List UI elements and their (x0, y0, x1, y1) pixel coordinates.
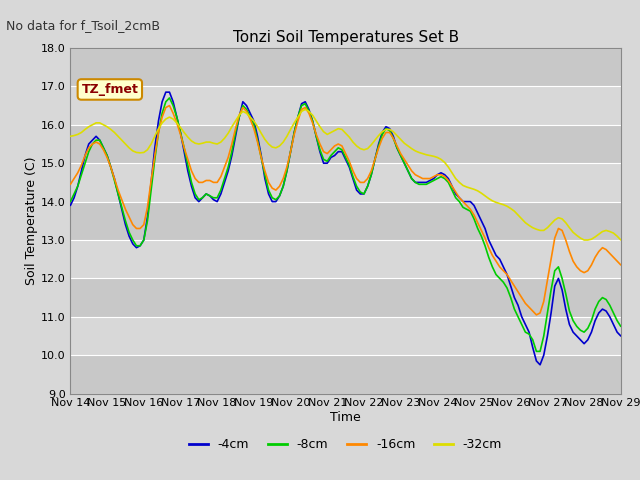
Title: Tonzi Soil Temperatures Set B: Tonzi Soil Temperatures Set B (232, 30, 459, 46)
X-axis label: Time: Time (330, 411, 361, 424)
Bar (70, 86, 621, 125)
Bar (70, 163, 621, 202)
Text: TZ_fmet: TZ_fmet (81, 83, 138, 96)
Bar (70, 202, 621, 240)
Bar (70, 48, 621, 86)
Y-axis label: Soil Temperature (C): Soil Temperature (C) (25, 156, 38, 285)
Bar (70, 355, 621, 394)
Legend: -4cm, -8cm, -16cm, -32cm: -4cm, -8cm, -16cm, -32cm (184, 433, 507, 456)
Bar (70, 317, 621, 355)
Text: No data for f_Tsoil_2cmB: No data for f_Tsoil_2cmB (6, 19, 161, 32)
Bar (70, 278, 621, 317)
Bar (70, 125, 621, 163)
Bar (70, 240, 621, 278)
